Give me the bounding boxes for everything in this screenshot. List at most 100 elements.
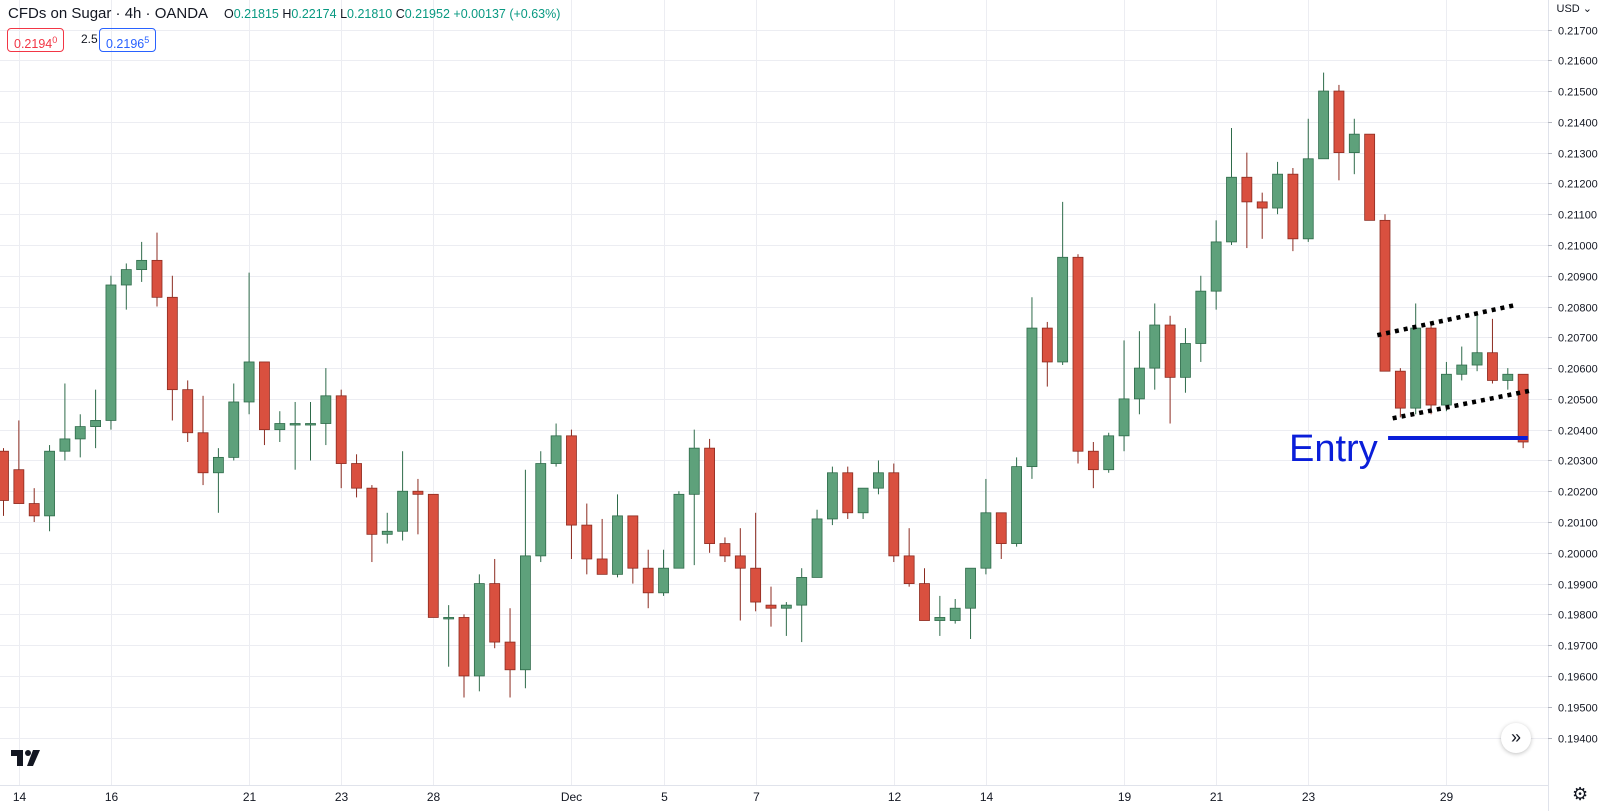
candle <box>1272 161 1283 215</box>
candle <box>1011 457 1022 547</box>
candle-body <box>535 463 547 557</box>
x-tick-label: 12 <box>888 790 902 804</box>
candle <box>1195 275 1207 362</box>
candle <box>1210 220 1222 310</box>
candle-body <box>13 469 25 504</box>
candle <box>197 395 209 486</box>
candle-body <box>412 490 424 495</box>
buy-price-button[interactable]: 0.21965 <box>99 28 157 52</box>
candle <box>1118 340 1130 452</box>
candle <box>1180 328 1191 393</box>
candle <box>1517 373 1529 449</box>
candle <box>427 493 439 618</box>
candle <box>934 595 946 636</box>
candle-body <box>1180 343 1191 378</box>
candle-body <box>1425 327 1437 406</box>
candle-body <box>351 463 362 489</box>
y-tick-label: 0.20800 <box>1558 303 1598 315</box>
time-axis[interactable]: 14 16 21 23 28 Dec 5 7 12 14 19 21 23 29 <box>13 790 1454 804</box>
candle-body <box>1456 364 1468 375</box>
sell-price-button[interactable]: 0.21940 <box>7 28 65 52</box>
x-tick-label: 29 <box>1440 790 1454 804</box>
ask-sup: 5 <box>144 35 150 45</box>
candle-body <box>120 269 132 286</box>
candle-body <box>458 617 470 677</box>
y-tick-label: 0.19500 <box>1558 703 1598 715</box>
candle <box>1471 312 1483 372</box>
x-tick-label: 5 <box>661 790 668 804</box>
candle <box>1226 128 1237 245</box>
candle <box>473 574 485 692</box>
candle-body <box>427 493 439 618</box>
candle-body <box>166 296 178 391</box>
candle-body <box>980 512 992 569</box>
candle-body <box>1226 176 1237 243</box>
ask-main: 0.2196 <box>106 37 145 52</box>
candle <box>1164 315 1176 424</box>
candle-body <box>995 512 1007 544</box>
candle <box>550 423 562 467</box>
candle <box>105 275 117 430</box>
y-tick-label: 0.21500 <box>1558 87 1598 99</box>
candle <box>458 614 470 698</box>
candle-body <box>28 503 40 517</box>
candle-body <box>704 447 715 544</box>
currency-menu[interactable]: USD ⌄ <box>1556 3 1593 15</box>
candle-body <box>366 487 378 535</box>
candle-body <box>397 490 409 532</box>
candle <box>827 466 838 526</box>
gear-icon[interactable]: ⚙ <box>1572 784 1589 804</box>
candle-body <box>1302 158 1314 240</box>
y-tick-label: 0.20200 <box>1558 487 1598 499</box>
candle-body <box>1118 398 1130 437</box>
candle <box>0 448 9 516</box>
candle-body <box>90 420 101 427</box>
candle-body <box>612 515 623 575</box>
candle <box>627 515 639 584</box>
y-tick-label: 0.21100 <box>1558 210 1597 222</box>
candle-body <box>74 426 86 440</box>
candle <box>566 429 577 559</box>
candle <box>74 414 86 458</box>
bid-main: 0.2194 <box>14 37 53 52</box>
tradingview-logo-icon[interactable] <box>11 750 41 771</box>
candle-body <box>1134 367 1145 400</box>
candle-body <box>1241 176 1253 203</box>
candle <box>259 361 270 446</box>
candle-body <box>1364 133 1376 221</box>
candle <box>765 586 777 627</box>
x-tick-label: Dec <box>561 790 582 804</box>
candle-body <box>1287 173 1299 240</box>
candle-body <box>151 259 163 298</box>
candle-body <box>765 604 777 609</box>
candle-body <box>811 518 823 578</box>
double-chevron-right-icon[interactable]: » <box>1501 723 1531 753</box>
candle-body <box>1026 327 1038 468</box>
open-value: 0.21815 <box>233 7 279 21</box>
candle <box>1410 303 1422 415</box>
candle <box>1318 72 1329 160</box>
candle <box>1072 254 1084 464</box>
candle <box>980 478 992 575</box>
y-tick-label: 0.21000 <box>1558 241 1598 253</box>
candle-body <box>1210 241 1222 292</box>
candle <box>750 512 762 612</box>
candle-body <box>780 604 792 609</box>
price-axis[interactable]: 0.21700 0.21600 0.21500 0.21400 0.21300 0.212… <box>1548 26 1598 746</box>
x-tick-label: 14 <box>980 790 994 804</box>
candle <box>965 567 976 639</box>
y-tick-label: 0.20900 <box>1558 272 1598 284</box>
y-tick-label: 0.20700 <box>1558 333 1598 345</box>
candle <box>1149 303 1161 390</box>
candle-series <box>0 72 1529 698</box>
candle <box>13 420 25 504</box>
candle-body <box>1103 435 1115 471</box>
y-tick-label: 0.20000 <box>1558 549 1598 561</box>
candle <box>504 608 516 698</box>
symbol-header: CFDs on Sugar · 4h · OANDA O0.21815 H0.2… <box>8 5 560 22</box>
close-value: 0.21952 <box>404 7 450 21</box>
candle <box>873 460 884 495</box>
candle-body <box>504 641 516 671</box>
symbol-title[interactable]: CFDs on Sugar · 4h · OANDA <box>8 5 209 22</box>
